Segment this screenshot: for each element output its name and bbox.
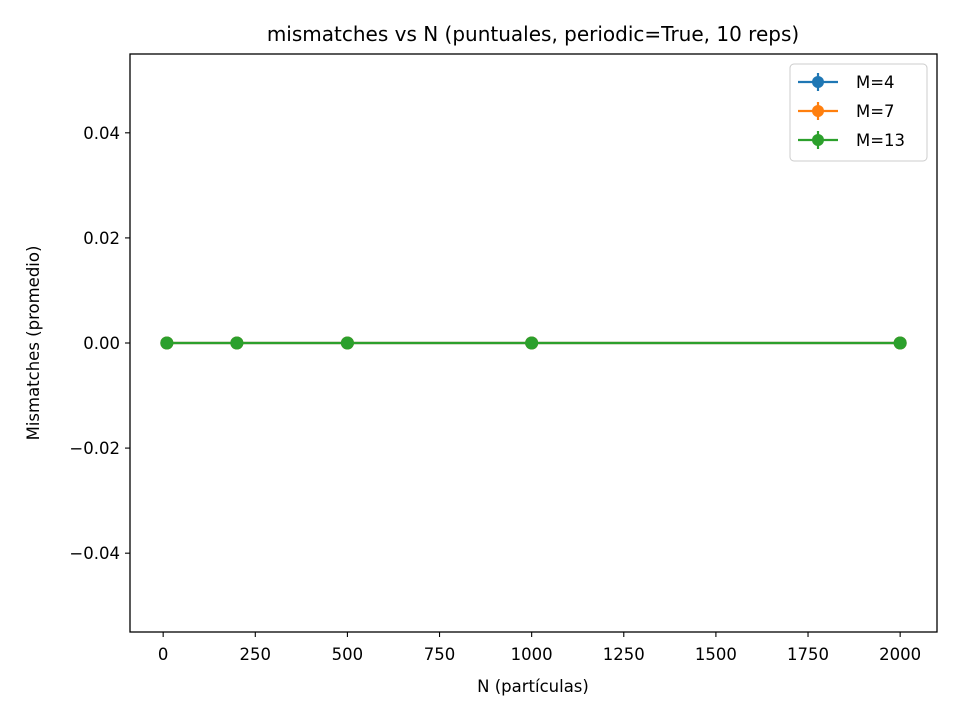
axis-ticks: 0 250 500 750 1000 1250 1500 1750 2000 −0.04 −0.02… (69, 124, 921, 664)
plot-area (160, 336, 907, 350)
x-tick-label: 0 (158, 645, 169, 664)
legend-label: M=7 (856, 102, 895, 121)
legend-marker (812, 105, 824, 117)
y-tick-label: 0.02 (83, 229, 120, 248)
data-point (525, 336, 539, 350)
x-tick-label: 1000 (511, 645, 553, 664)
legend-marker (812, 76, 824, 88)
data-point (230, 336, 244, 350)
x-tick-label: 750 (424, 645, 456, 664)
axes-frame (129, 53, 938, 633)
legend-label: M=13 (856, 131, 905, 150)
y-tick-label: −0.02 (69, 439, 120, 458)
legend-marker (812, 134, 824, 146)
y-axis-label: Mismatches (promedio) (24, 246, 43, 441)
x-tick-label: 1750 (787, 645, 829, 664)
legend-entry: M=4 (798, 73, 895, 92)
series-3 (160, 336, 907, 350)
data-point (340, 336, 354, 350)
x-tick-label: 250 (240, 645, 272, 664)
x-tick-label: 500 (332, 645, 364, 664)
legend-label: M=4 (856, 73, 895, 92)
legend: M=4 M=7 M=13 (789, 63, 928, 162)
data-point (160, 336, 174, 350)
x-tick-label: 1250 (603, 645, 645, 664)
x-tick-label: 2000 (879, 645, 921, 664)
y-tick-label: 0.00 (83, 334, 120, 353)
x-tick-label: 1500 (695, 645, 737, 664)
legend-box (789, 63, 928, 162)
data-point (893, 336, 907, 350)
y-tick-label: 0.04 (83, 124, 120, 143)
legend-entry: M=7 (798, 102, 895, 121)
chart-title: mismatches vs N (puntuales, periodic=Tru… (267, 22, 799, 46)
y-tick-label: −0.04 (69, 544, 120, 563)
x-axis-label: N (partículas) (477, 677, 589, 696)
legend-entry: M=13 (798, 131, 905, 150)
